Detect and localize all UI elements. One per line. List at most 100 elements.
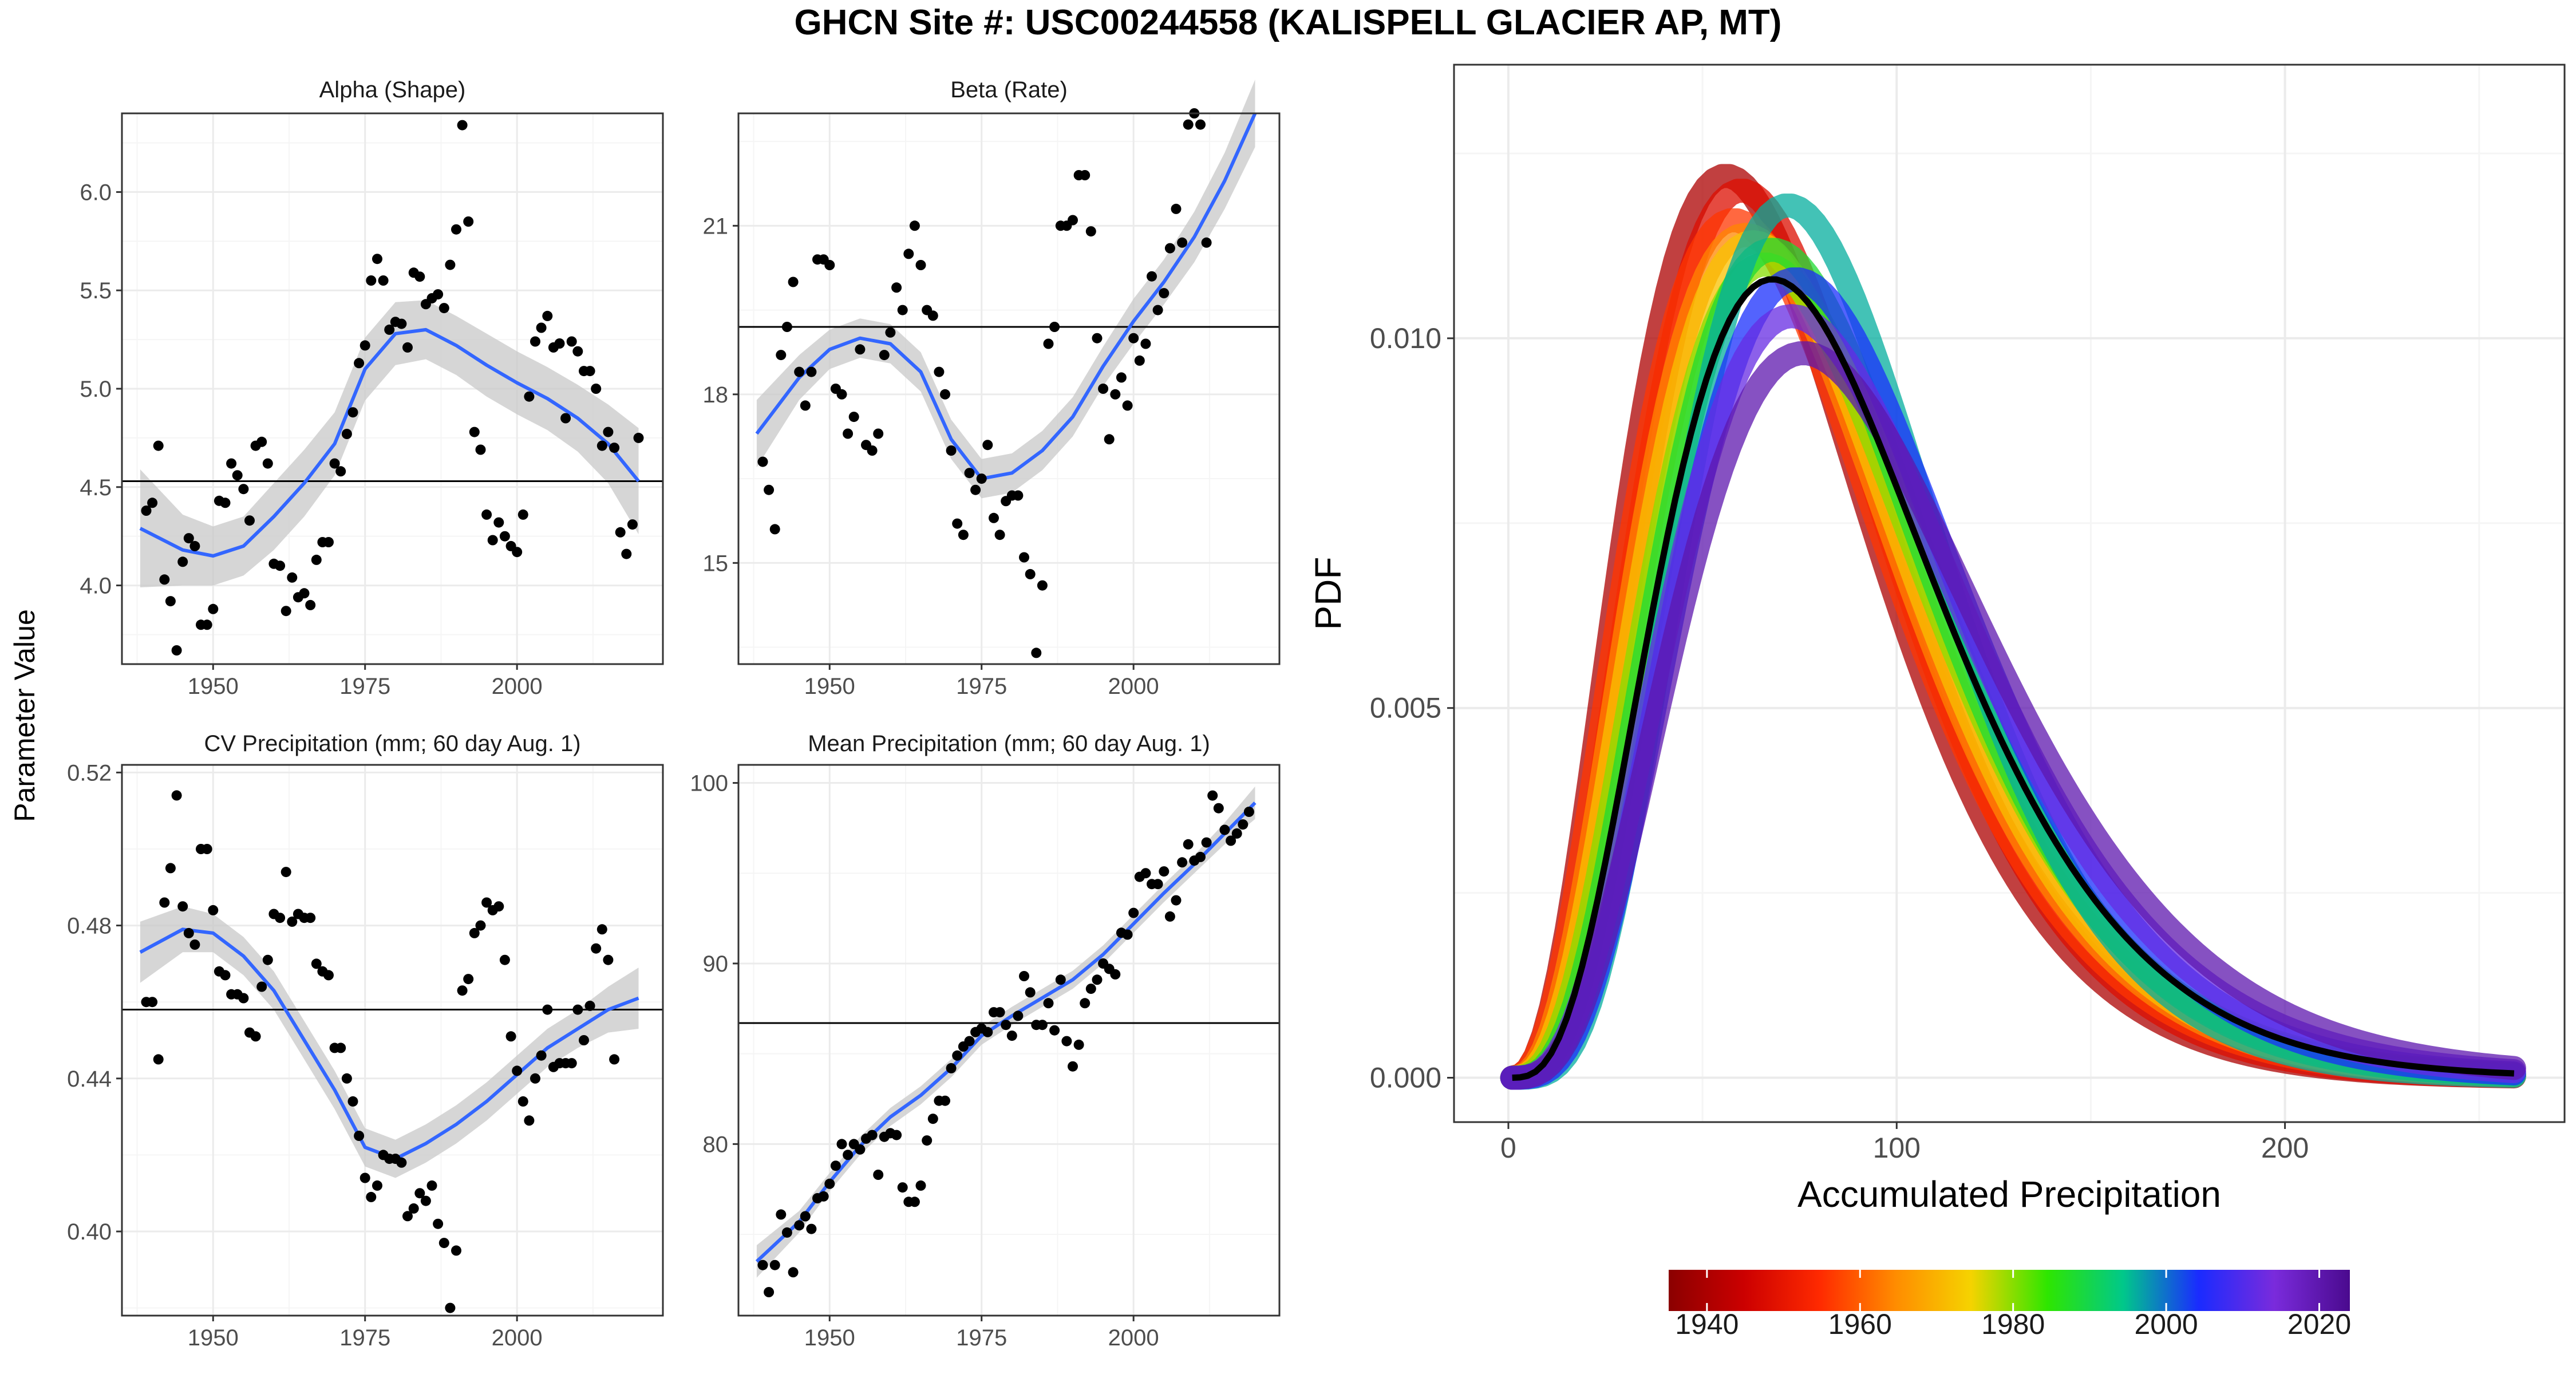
data-point <box>475 920 486 931</box>
data-point <box>940 389 950 400</box>
y-tick-label: 100 <box>690 771 728 796</box>
y-tick-label: 5.5 <box>80 278 112 303</box>
data-point <box>867 1130 878 1140</box>
data-point <box>1025 568 1036 579</box>
data-point <box>372 254 382 264</box>
pdf-panel: 0 100 200 0.000 0.005 0.010 Accumulated Precip… <box>1307 64 2566 1215</box>
alpha-panel: 1950 1975 2000 4.0 4.5 5.0 5.5 6.0 Alpha (Shape) <box>80 77 664 699</box>
data-point <box>1092 333 1103 344</box>
data-point <box>232 470 243 481</box>
x-tick-label: 1950 <box>188 674 239 699</box>
data-point <box>1164 911 1175 922</box>
data-point <box>621 548 632 559</box>
data-point <box>1013 1010 1024 1021</box>
data-point <box>794 366 805 377</box>
data-point <box>323 537 334 547</box>
data-point <box>1049 1025 1060 1036</box>
x-tick-label: 0 <box>1500 1132 1516 1164</box>
smooth-confidence-band <box>140 906 639 1178</box>
x-tick-label: 1975 <box>339 674 390 699</box>
data-point <box>524 1115 535 1126</box>
data-point <box>776 350 787 361</box>
data-point <box>830 1160 841 1171</box>
data-point <box>335 466 346 477</box>
data-point <box>256 436 267 447</box>
data-point <box>420 1195 431 1206</box>
data-point <box>275 560 286 571</box>
data-point <box>220 970 231 981</box>
y-tick-label: 0.48 <box>67 914 112 939</box>
data-point <box>1183 839 1194 850</box>
data-point <box>781 322 792 332</box>
data-point <box>287 572 298 583</box>
data-point <box>873 428 884 439</box>
data-point <box>208 603 219 614</box>
data-point <box>189 540 200 551</box>
data-point <box>530 1073 540 1084</box>
data-point <box>542 310 553 321</box>
data-point <box>584 366 595 377</box>
data-point <box>1080 170 1091 180</box>
y-tick-label: 80 <box>703 1132 729 1157</box>
data-point <box>1183 119 1194 130</box>
data-point <box>433 289 444 300</box>
data-point <box>855 1144 866 1155</box>
data-point <box>1177 237 1188 248</box>
data-point <box>794 1220 805 1231</box>
data-point <box>1243 807 1254 817</box>
data-point <box>238 993 249 1004</box>
data-point <box>848 412 859 423</box>
x-tick-label: 2000 <box>492 674 543 699</box>
pdf-mean-curve <box>1512 276 2515 1081</box>
data-point <box>1001 1020 1012 1030</box>
data-point <box>836 389 847 400</box>
data-point <box>806 366 817 377</box>
data-point <box>305 599 316 610</box>
pdf-curve-2020 <box>1500 341 2526 1090</box>
data-point <box>1055 974 1066 985</box>
data-point <box>451 1245 461 1256</box>
data-point <box>1195 119 1206 130</box>
data-point <box>226 458 237 469</box>
data-point <box>341 429 352 439</box>
y-tick-label: 90 <box>703 951 729 977</box>
data-point <box>584 1000 595 1011</box>
data-point <box>347 1096 358 1107</box>
data-point <box>982 1026 993 1037</box>
x-tick-label: 200 <box>2261 1132 2309 1164</box>
data-point <box>781 1227 792 1238</box>
data-point <box>1043 338 1054 349</box>
data-point <box>855 344 866 355</box>
data-point <box>843 428 854 439</box>
data-point <box>909 220 920 231</box>
data-point <box>1061 1036 1072 1047</box>
data-point <box>964 1036 975 1047</box>
data-point <box>512 547 523 558</box>
data-point <box>329 458 340 469</box>
data-point <box>1152 305 1163 315</box>
data-point <box>414 271 425 282</box>
data-point <box>1140 868 1151 879</box>
data-point <box>372 1180 382 1191</box>
smooth-trend-line <box>755 112 1257 481</box>
data-point <box>769 1260 780 1270</box>
data-point <box>560 413 571 424</box>
data-point <box>897 305 908 315</box>
x-tick-label: 1950 <box>804 674 855 699</box>
data-point <box>147 498 158 508</box>
pdf-curves <box>1500 164 2526 1090</box>
data-point <box>891 1130 902 1140</box>
data-point <box>384 324 395 335</box>
data-point <box>566 1058 577 1069</box>
year-colorbar: 1940 1960 1980 2000 2020 <box>1669 1270 2351 1340</box>
data-point <box>1025 987 1036 998</box>
data-point <box>238 484 249 495</box>
data-point <box>940 1095 950 1106</box>
data-point <box>615 527 626 538</box>
x-tick-label: 1975 <box>956 1325 1007 1351</box>
data-point <box>366 275 377 286</box>
data-point <box>976 473 987 484</box>
data-point <box>1201 837 1212 848</box>
y-tick-label: 6.0 <box>80 180 112 205</box>
